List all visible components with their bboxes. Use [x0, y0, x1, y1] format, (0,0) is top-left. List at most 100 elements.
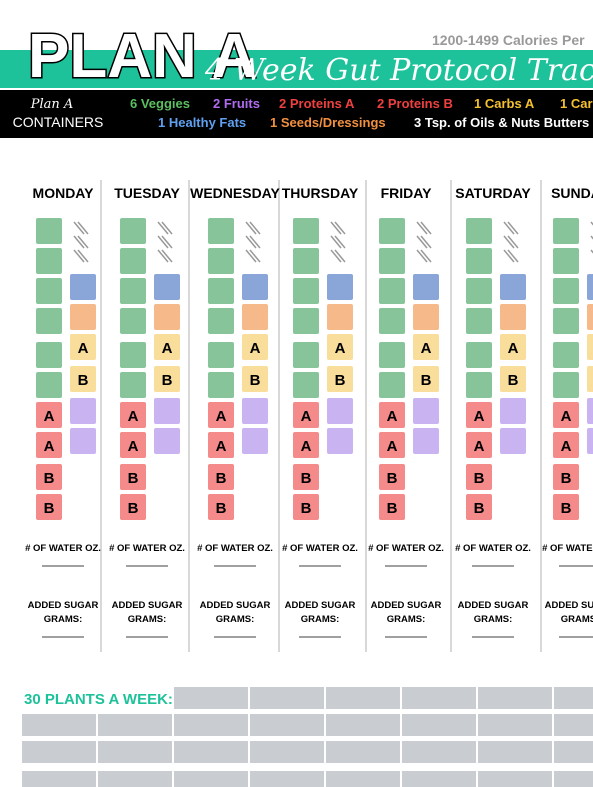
- day-header: TUESDAY: [114, 185, 180, 201]
- container-box: [553, 308, 579, 334]
- sugar-label: GRAMS:: [387, 614, 426, 625]
- container-box: [293, 432, 319, 458]
- container-box: [466, 248, 492, 274]
- spoon-icon: [416, 249, 432, 263]
- container-box: [120, 372, 146, 398]
- container-box: [293, 218, 319, 244]
- container-box: [154, 428, 180, 454]
- container-box: [293, 308, 319, 334]
- container-box: [500, 398, 526, 424]
- container-label: B: [301, 500, 312, 517]
- container-box: [587, 304, 593, 330]
- container-box: [242, 398, 268, 424]
- calories: 1200-1499 Calories Per: [432, 32, 585, 48]
- container-box: [293, 402, 319, 428]
- spoon-icon: [416, 221, 432, 235]
- container-box: [466, 494, 492, 520]
- title-band: [0, 50, 593, 88]
- container-label: B: [387, 470, 398, 487]
- container-box: [413, 334, 439, 360]
- container-box: [208, 402, 234, 428]
- container-box: [466, 464, 492, 490]
- legend-item: 2 Fruits: [213, 96, 260, 111]
- plant-box: [478, 714, 552, 736]
- plant-box: [174, 687, 248, 709]
- plant-box: [402, 687, 476, 709]
- container-box: [466, 308, 492, 334]
- container-box: [293, 372, 319, 398]
- plant-box: [478, 771, 552, 787]
- spoon-icon: [73, 235, 89, 249]
- water-label: # OF WATER OZ.: [197, 543, 273, 554]
- sugar-label: GRAMS:: [561, 614, 593, 625]
- container-label: A: [301, 408, 312, 425]
- container-label: B: [78, 372, 89, 389]
- container-label: B: [508, 372, 519, 389]
- day-header: MONDAY: [33, 185, 95, 201]
- container-box: [154, 274, 180, 300]
- container-label: B: [128, 470, 139, 487]
- container-box: [413, 398, 439, 424]
- container-box: [327, 304, 353, 330]
- container-box: [208, 308, 234, 334]
- container-box: [120, 432, 146, 458]
- plant-box: [478, 741, 552, 763]
- container-box: [120, 494, 146, 520]
- container-box: [120, 402, 146, 428]
- container-box: [413, 366, 439, 392]
- container-box: [208, 218, 234, 244]
- container-box: [413, 304, 439, 330]
- container-box: [154, 334, 180, 360]
- spoon-icon: [245, 235, 261, 249]
- plant-box: [554, 771, 593, 787]
- container-box: [553, 432, 579, 458]
- container-box: [553, 464, 579, 490]
- container-box: [553, 218, 579, 244]
- container-box: [242, 366, 268, 392]
- container-box: [70, 428, 96, 454]
- container-box: [587, 366, 593, 392]
- container-box: [293, 464, 319, 490]
- container-box: [36, 372, 62, 398]
- container-box: [70, 398, 96, 424]
- sugar-label: ADDED SUGAR: [371, 600, 442, 611]
- container-label: B: [250, 372, 261, 389]
- plant-box: [174, 741, 248, 763]
- container-box: [70, 304, 96, 330]
- spoon-icon: [245, 249, 261, 263]
- sugar-label: ADDED SUGAR: [28, 600, 99, 611]
- container-box: [36, 494, 62, 520]
- container-box: [587, 428, 593, 454]
- plant-box: [98, 741, 172, 763]
- container-label: B: [474, 500, 485, 517]
- spoon-icon: [245, 221, 261, 235]
- container-box: [120, 218, 146, 244]
- container-box: [466, 372, 492, 398]
- container-box: [466, 218, 492, 244]
- container-label: B: [44, 470, 55, 487]
- container-box: [553, 248, 579, 274]
- container-label: A: [44, 408, 55, 425]
- container-box: [327, 428, 353, 454]
- sugar-label: GRAMS:: [216, 614, 255, 625]
- water-label: # OF WATER OZ.: [25, 543, 101, 554]
- sugar-label: ADDED SUGAR: [112, 600, 183, 611]
- spoon-icon: [73, 221, 89, 235]
- container-box: [553, 494, 579, 520]
- container-label: B: [216, 470, 227, 487]
- container-box: [553, 278, 579, 304]
- spoon-icon: [157, 249, 173, 263]
- legend-band: [0, 90, 593, 138]
- container-label: A: [474, 408, 485, 425]
- container-label: B: [128, 500, 139, 517]
- day-header: SUNDAY: [551, 185, 593, 201]
- spoon-icon: [503, 221, 519, 235]
- sugar-label: GRAMS:: [128, 614, 167, 625]
- legend-item: 3 Tsp. of Oils & Nuts Butters: [414, 115, 589, 130]
- container-box: [327, 398, 353, 424]
- container-box: [70, 274, 96, 300]
- plant-box: [326, 687, 400, 709]
- plant-box: [250, 741, 324, 763]
- container-box: [587, 274, 593, 300]
